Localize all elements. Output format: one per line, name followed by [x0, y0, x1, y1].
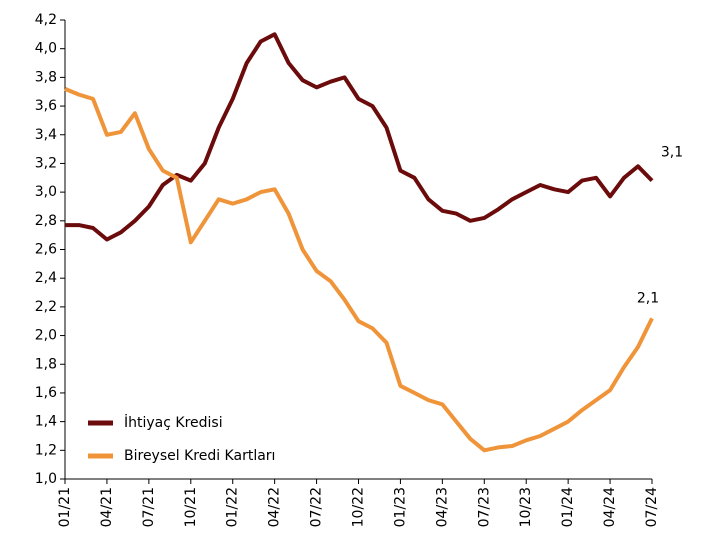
value-label: 3,1 [661, 145, 683, 161]
y-tick-label: 4,2 [35, 12, 57, 28]
y-tick-label: 3,2 [35, 155, 57, 171]
x-tick-label: 04/22 [267, 487, 283, 527]
series-line [65, 32, 654, 242]
x-tick-label: 01/23 [392, 487, 408, 527]
y-tick-label: 2,4 [35, 270, 57, 286]
y-tick-label: 3,4 [35, 127, 57, 143]
y-tick-label: 2,0 [35, 328, 57, 344]
legend-label: Bireysel Kredi Kartları [124, 448, 275, 464]
x-tick-label: 04/21 [99, 487, 115, 527]
y-tick-label: 2,6 [35, 242, 57, 258]
x-tick-label: 10/21 [183, 487, 199, 527]
value-label: 2,1 [637, 290, 659, 306]
y-tick-label: 1,4 [35, 414, 57, 430]
x-tick-label: 07/21 [141, 487, 157, 527]
x-tick-label: 10/22 [351, 487, 367, 527]
y-tick-label: 4,0 [35, 41, 57, 57]
x-tick-label: 01/24 [560, 487, 576, 527]
x-tick-label: 07/23 [476, 487, 492, 527]
y-tick-label: 1,0 [35, 471, 57, 487]
y-tick-label: 3,8 [35, 69, 57, 85]
y-tick-label: 3,6 [35, 98, 57, 114]
y-tick-label: 2,2 [35, 299, 57, 315]
x-tick-label: 07/22 [309, 487, 325, 527]
y-tick-label: 3,0 [35, 184, 57, 200]
x-tick-label: 04/23 [434, 487, 450, 527]
x-tick-label: 04/24 [602, 487, 618, 527]
x-tick-label: 07/24 [644, 487, 660, 527]
legend-label: İhtiyaç Kredisi [124, 413, 223, 431]
x-tick-label: 01/22 [225, 487, 241, 527]
series-line [64, 87, 654, 453]
y-tick-label: 1,6 [35, 385, 57, 401]
x-tick-label: 10/23 [518, 487, 534, 527]
y-tick-label: 1,2 [35, 442, 57, 458]
x-tick-label: 01/21 [57, 487, 73, 527]
y-tick-label: 2,8 [35, 213, 57, 229]
y-tick-label: 1,8 [35, 356, 57, 372]
